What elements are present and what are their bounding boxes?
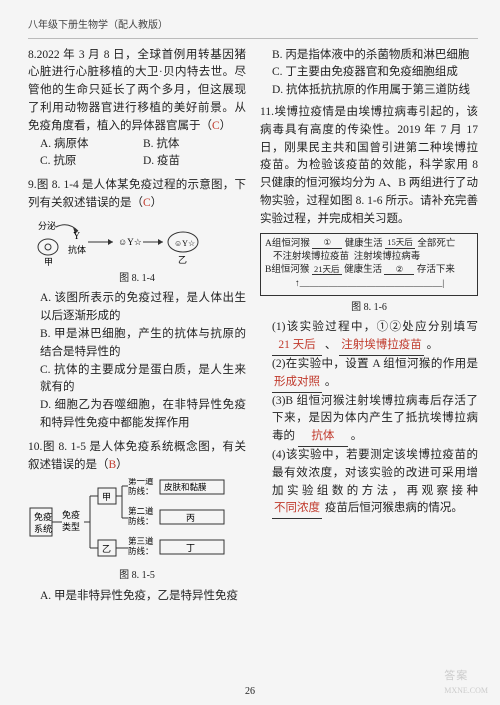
svg-text:类型: 类型 [62,521,80,532]
q8-tail: ） [220,120,232,132]
svg-text:防线：: 防线： [128,546,154,556]
q9-text: 图 8. 1-4 是人体某免疫过程的示意图，下列有关叙述错误的是（ [28,179,246,209]
q10-opt-a: A. 甲是非特异性免疫，乙是特异性免疫 [28,588,246,606]
svg-text:第二道: 第二道 [128,506,154,516]
q10-opt-c: C. 丁主要由免疫器官和免疫细胞组成 [260,64,478,82]
q8-opt-d: D. 疫苗 [143,153,246,171]
page-header: 八年级下册生物学（配人教版） [28,18,478,34]
q8-opt-b: B. 抗体 [143,136,246,154]
svg-text:第三道: 第三道 [128,536,154,546]
svg-text:丙: 丙 [186,513,195,523]
fig-8-1-5-label: 图 8. 1-5 [28,568,246,584]
blank-4: 不同浓度 [272,500,322,519]
q11-num: 11. [260,106,274,118]
svg-text:免疫: 免疫 [62,509,80,520]
q11-sub4: (4)该实验中，若要测定该埃博拉疫苗的最有效浓度，对该实验的改进可采用增加实验组… [260,447,478,519]
blank-2: 形成对照 [272,374,322,393]
page-number: 26 [245,684,255,700]
svg-text:Y: Y [73,231,80,242]
blank-1-2: 注射埃博拉疫苗 [339,337,424,356]
fig-8-1-4-label: 图 8. 1-4 [28,271,246,287]
q11-sub1: (1)该实验过程中，①②处应分别填写 21 天后 、 注射埃博拉疫苗 。 [260,319,478,356]
question-10: 10.图 8. 1-5 是人体免疫系统概念图，有关叙述错误的是（B） 免疫 系统… [28,439,246,606]
left-column: 8.2022 年 3 月 8 日，全球首例用转基因猪心脏进行心脏移植的大卫·贝内… [28,47,246,612]
q9-opt-c: C. 抗体的主要成分是蛋白质，是人生来就有的 [28,362,246,398]
q10-tail: ） [116,459,128,471]
question-9: 9.图 8. 1-4 是人体某免疫过程的示意图，下列有关叙述错误的是（C） 分泌… [28,177,246,433]
q11-sub2: (2)在实验中，设置 A 组恒河猴的作用是 形成对照 。 [260,356,478,393]
svg-text:乙: 乙 [102,544,111,554]
header-divider [28,38,478,39]
svg-text:乙: 乙 [178,255,187,265]
svg-text:丁: 丁 [186,543,195,553]
q8-num: 8. [28,49,37,61]
q8-opt-a: A. 病原体 [40,136,143,154]
q10-text: 图 8. 1-5 是人体免疫系统概念图，有关叙述错误的是（ [28,441,246,471]
svg-text:分泌: 分泌 [38,220,56,231]
q9-opt-d: D. 细胞乙为吞噬细胞，在非特异性免疫和特异性免疫中都能发挥作用 [28,397,246,433]
svg-text:第一道: 第一道 [128,478,154,486]
right-column: B. 丙是指体液中的杀菌物质和淋巴细胞 C. 丁主要由免疫器官和免疫细胞组成 D… [260,47,478,612]
question-11: 11.埃博拉疫情是由埃博拉病毒引起的，该病毒具有高度的传染性。2019 年 7 … [260,104,478,519]
svg-text:防线：: 防线： [128,516,154,526]
fig-8-1-6-label: 图 8. 1-6 [260,300,478,316]
svg-text:☺Y☆: ☺Y☆ [174,239,195,248]
svg-text:系统: 系统 [34,523,52,534]
q9-answer: C [143,197,151,209]
q8-opt-c: C. 抗原 [40,153,143,171]
question-8: 8.2022 年 3 月 8 日，全球首例用转基因猪心脏进行心脏移植的大卫·贝内… [28,47,246,172]
svg-text:甲: 甲 [44,257,53,267]
two-columns: 8.2022 年 3 月 8 日，全球首例用转基因猪心脏进行心脏移植的大卫·贝内… [28,47,478,612]
q11-text: 埃博拉疫情是由埃博拉病毒引起的，该病毒具有高度的传染性。2019 年 7 月 1… [260,106,478,225]
q8-answer: C [212,120,220,132]
svg-text:☺Y☆: ☺Y☆ [118,237,142,247]
figure-8-1-5: 免疫 系统 免疫 类型 甲 乙 第一道 [28,478,246,564]
q11-sub3: (3)B 组恒河猴注射埃博拉病毒后存活了下来，是因为体内产生了抵抗埃博拉病毒的 … [260,393,478,447]
svg-text:免疫: 免疫 [34,511,52,522]
q10-num: 10. [28,441,42,453]
svg-text:抗体: 抗体 [68,244,86,255]
svg-text:防线：: 防线： [128,486,154,496]
q9-opt-b: B. 甲是淋巴细胞，产生的抗体与抗原的结合是特异性的 [28,326,246,362]
blank-3: 抗体 [298,428,348,447]
blank-1-1: 21 天后 [272,337,322,356]
q10-opt-b: B. 丙是指体液中的杀菌物质和淋巴细胞 [260,47,478,65]
figure-8-1-6-box: A组恒河猴 ① 健康生活 15天后 全部死亡 不注射埃博拉疫苗 注射埃博拉病毒 … [260,233,478,296]
svg-text:皮肤和黏膜: 皮肤和黏膜 [164,482,207,492]
q9-tail: ） [151,197,163,209]
svg-text:甲: 甲 [102,492,111,502]
q9-opt-a: A. 该图所表示的免疫过程，是人体出生以后逐渐形成的 [28,290,246,326]
q9-num: 9. [28,179,37,191]
figure-8-1-4: 分泌 甲 Y 抗体 ☺Y☆ ☺Y☆ 乙 [28,217,246,267]
q10-opt-d: D. 抗体抵抗抗原的作用属于第三道防线 [260,82,478,100]
watermark: 答案 MXNE.COM [444,668,488,697]
